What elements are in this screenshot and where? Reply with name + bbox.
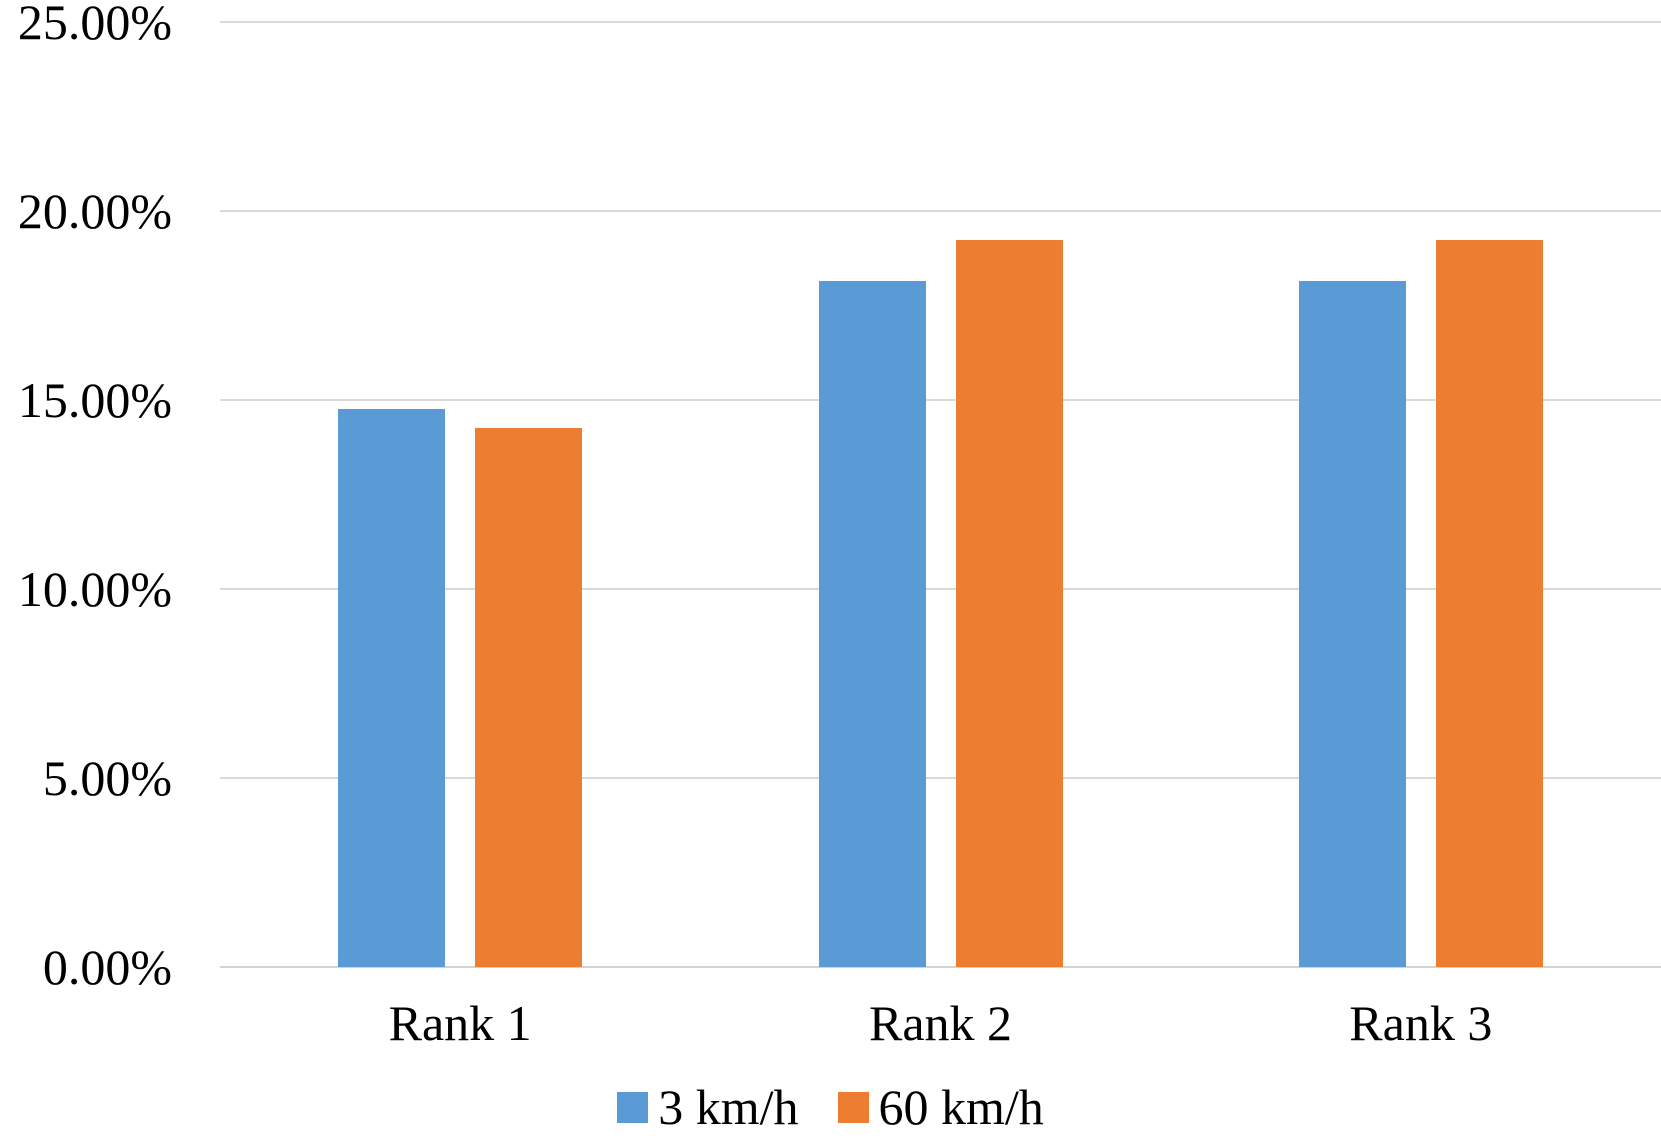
y-axis-tick-label: 10.00% (17, 561, 172, 617)
gridline (220, 399, 1661, 401)
gridline (220, 21, 1661, 23)
bar-rank2-60kmh (955, 240, 1063, 967)
y-axis-tick-label: 25.00% (17, 0, 172, 50)
legend-swatch-icon (617, 1091, 649, 1123)
legend-item-3kmh: 3 km/h (617, 1079, 799, 1135)
x-axis-category-label: Rank 3 (1349, 995, 1493, 1051)
legend-label: 60 km/h (878, 1079, 1044, 1135)
gridline (220, 588, 1661, 590)
y-axis-tick-label: 5.00% (42, 750, 172, 806)
x-axis: Rank 1 Rank 2 Rank 3 (220, 995, 1661, 1053)
x-axis-category-label: Rank 1 (388, 995, 532, 1051)
legend: 3 km/h 60 km/h (0, 1078, 1661, 1136)
bar-rank1-3kmh (338, 409, 446, 967)
bar-rank1-60kmh (475, 427, 583, 967)
x-axis-line (220, 966, 1661, 968)
plot-area (220, 21, 1661, 968)
y-axis-tick-label: 15.00% (17, 372, 172, 428)
bar-rank2-3kmh (818, 280, 926, 967)
bar-rank3-3kmh (1298, 280, 1406, 967)
gridline (220, 210, 1661, 212)
y-axis-tick-label: 20.00% (17, 183, 172, 239)
bar-rank3-60kmh (1435, 240, 1543, 967)
legend-label: 3 km/h (658, 1079, 799, 1135)
gridline (220, 777, 1661, 779)
y-axis-tick-label: 0.00% (42, 939, 172, 995)
legend-item-60kmh: 60 km/h (837, 1079, 1044, 1135)
x-axis-category-label: Rank 2 (868, 995, 1013, 1051)
legend-swatch-icon (837, 1091, 869, 1123)
